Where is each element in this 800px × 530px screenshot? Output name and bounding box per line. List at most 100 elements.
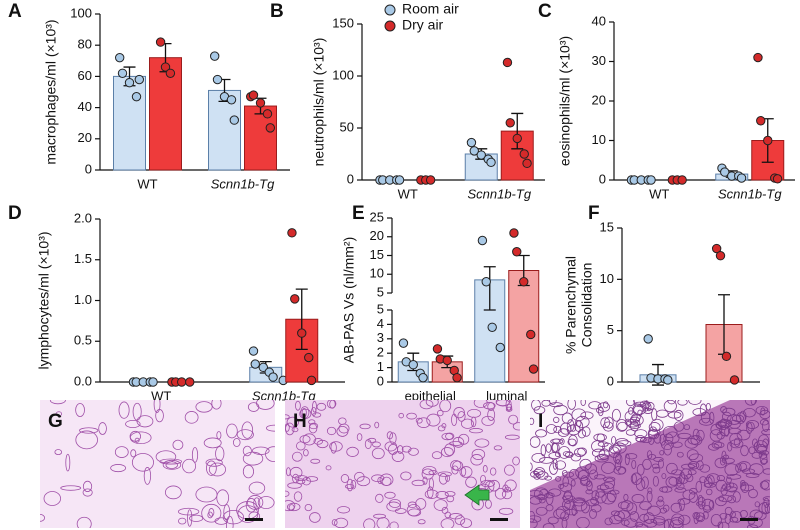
tissue-cell xyxy=(438,473,448,485)
tissue-cell xyxy=(652,466,661,474)
tissue-cell xyxy=(743,407,756,418)
tissue-cell xyxy=(291,427,299,433)
tissue-cell xyxy=(671,469,683,476)
tissue-cell xyxy=(305,476,319,482)
tissue-cell xyxy=(741,468,756,475)
data-point xyxy=(495,342,505,353)
tissue-cell xyxy=(441,423,447,429)
tissue-cell xyxy=(431,451,443,460)
tissue-cell xyxy=(397,445,404,454)
y-tick-label: 3 xyxy=(377,330,384,345)
tissue-cell xyxy=(118,401,130,419)
tissue-cell xyxy=(639,437,652,444)
y-tick-label: 0 xyxy=(85,161,92,176)
y-tick-label: 25 xyxy=(370,209,384,224)
tissue-cell xyxy=(647,429,661,436)
tissue-cell xyxy=(577,429,587,439)
y-tick-label: 2 xyxy=(377,345,384,360)
tissue-cell xyxy=(661,439,674,450)
tissue-cell xyxy=(553,404,568,416)
tissue-cell xyxy=(665,431,680,444)
tissue-cell xyxy=(575,415,590,428)
tissue-cell xyxy=(437,471,452,477)
tissue-cell xyxy=(379,473,394,486)
y-axis-label: neutrophils/ml (×10³) xyxy=(311,38,327,167)
tissue-cell xyxy=(195,486,218,503)
tissue-cell xyxy=(710,513,722,527)
tissue-cell xyxy=(669,519,684,528)
tissue-cell xyxy=(687,435,701,445)
data-point xyxy=(519,149,529,159)
data-point xyxy=(772,174,783,184)
tissue-cell xyxy=(408,447,419,456)
tissue-cell xyxy=(530,518,538,528)
tissue-cell xyxy=(82,480,93,492)
tissue-cell xyxy=(608,446,620,458)
tissue-cell xyxy=(481,415,495,426)
tissue-cell xyxy=(721,450,727,462)
tissue-cell xyxy=(732,491,741,503)
tissue-cell xyxy=(718,494,733,503)
tissue-cell xyxy=(761,501,769,515)
data-point xyxy=(715,251,726,261)
tissue-cell xyxy=(79,427,99,434)
tissue-cell xyxy=(551,442,559,453)
tissue-cell xyxy=(623,493,629,501)
tissue-cell xyxy=(356,476,371,487)
tissue-cell xyxy=(226,423,238,439)
tissue-cell xyxy=(591,448,606,458)
data-point xyxy=(526,329,536,340)
data-point xyxy=(425,175,436,185)
tissue-cell xyxy=(505,406,513,412)
tissue-cell xyxy=(630,421,639,432)
bar xyxy=(508,270,540,383)
x-tick-label: luminal xyxy=(486,388,527,403)
data-point xyxy=(736,173,747,183)
tissue-cell xyxy=(487,402,495,411)
tissue-cell xyxy=(699,464,711,473)
histology-image xyxy=(40,400,275,528)
y-tick-label: 50 xyxy=(340,119,354,134)
y-tick-label: 1.0 xyxy=(74,292,92,307)
tissue-cell xyxy=(677,400,688,406)
tissue-cell xyxy=(371,474,385,483)
tissue-cell xyxy=(600,417,611,429)
tissue-cell xyxy=(709,411,715,424)
data-point xyxy=(528,364,539,374)
tissue-cell xyxy=(312,412,322,418)
tissue-cell xyxy=(530,436,541,448)
tissue-cell xyxy=(597,441,609,447)
tissue-cell xyxy=(663,443,672,456)
tissue-cell xyxy=(375,493,384,503)
tissue-cell xyxy=(602,421,614,432)
tissue-cell xyxy=(474,438,490,448)
tissue-cell xyxy=(656,499,665,507)
tissue-cell xyxy=(564,451,574,458)
tissue-cell xyxy=(155,450,177,464)
data-point xyxy=(306,375,317,386)
tissue-cell xyxy=(708,443,720,451)
data-point xyxy=(248,346,259,356)
tissue-cell xyxy=(726,476,732,484)
tissue-cell xyxy=(603,476,616,482)
tissue-cell xyxy=(532,469,544,476)
tissue-cell xyxy=(617,466,626,475)
tissue-cell xyxy=(285,422,295,436)
data-point xyxy=(502,57,513,68)
tissue-cell xyxy=(539,457,554,464)
tissue-cell xyxy=(533,406,546,415)
panel-letter: C xyxy=(538,1,552,22)
tissue-cell xyxy=(350,480,357,490)
data-point xyxy=(721,351,732,362)
tissue-cell xyxy=(340,474,350,483)
tissue-cell xyxy=(504,479,517,491)
tissue-cell xyxy=(705,402,711,411)
tissue-cell xyxy=(376,517,390,528)
y-tick-label: 100 xyxy=(332,67,354,82)
data-point xyxy=(165,68,176,78)
tissue-cell xyxy=(674,487,687,493)
y-tick-label: 0 xyxy=(599,171,606,186)
tissue-cell xyxy=(595,488,606,498)
tissue-cell xyxy=(728,427,742,435)
tissue-cell xyxy=(568,468,580,480)
